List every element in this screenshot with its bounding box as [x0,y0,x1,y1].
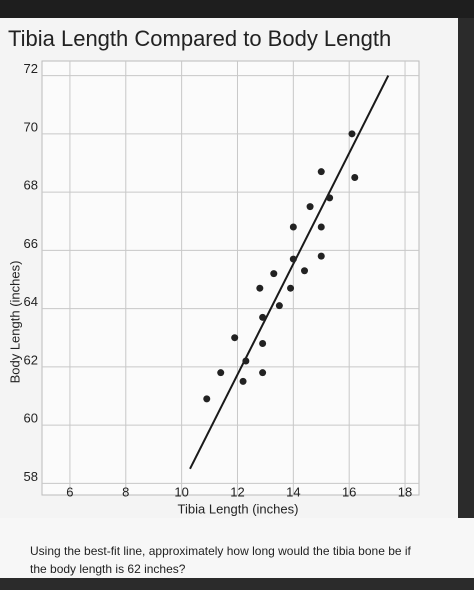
point [317,168,325,176]
y-tick-label: 68 [24,178,38,193]
y-tick-label: 64 [24,294,38,309]
best-fit-line [189,75,390,470]
point [259,340,267,348]
point [326,194,334,202]
point [239,377,247,385]
point [259,369,267,377]
point [242,357,250,365]
point [287,284,295,292]
y-tick-label: 58 [24,469,38,484]
point [203,395,211,403]
y-tick-label: 66 [24,236,38,251]
x-tick-label: 8 [122,484,129,499]
point [306,203,314,211]
point [351,174,359,182]
point [289,223,297,231]
y-tick-label: 72 [24,61,38,76]
point [259,313,267,321]
point [256,284,264,292]
x-tick-label: 14 [286,484,300,499]
y-tick-label: 60 [24,411,38,426]
y-tick-label: 62 [24,352,38,367]
point [348,130,356,138]
question-panel [0,518,474,578]
x-tick-label: 6 [66,484,73,499]
x-axis-label: Tibia Length (inches) [178,501,299,516]
point [301,267,309,275]
y-axis-label: Body Length (inches) [7,261,22,384]
point [217,369,225,377]
point [289,255,297,263]
point [317,252,325,260]
point [270,270,278,278]
x-tick-label: 18 [398,484,412,499]
chart-title: Tibia Length Compared to Body Length [8,26,391,51]
point [275,302,283,310]
question-line: the body length is 62 inches? [30,562,186,576]
x-tick-label: 16 [342,484,356,499]
top-bar [0,0,474,18]
y-tick-label: 70 [24,119,38,134]
point [317,223,325,231]
x-tick-label: 12 [230,484,244,499]
x-tick-label: 10 [174,484,188,499]
point [231,334,239,342]
question-line: Using the best-fit line, approximately h… [30,544,412,558]
